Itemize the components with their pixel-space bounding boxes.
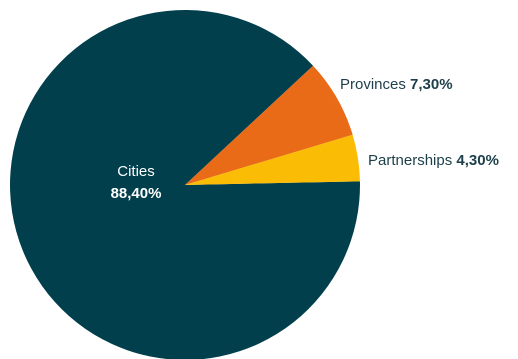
pie-slice-provinces [185,65,353,185]
slice-label-cities-value: 88,40% [111,185,162,202]
slice-label-partnerships-name: Partnerships [368,152,456,169]
slice-label-partnerships: Partnerships 4,30% [368,152,499,169]
pie-slices [10,10,360,359]
pie-slice-partnerships [185,134,360,185]
slice-label-provinces-name: Provinces [340,76,410,93]
slice-label-provinces: Provinces 7,30% [340,76,453,93]
slice-label-cities-name: Cities [117,163,155,180]
pie-labels: Cities 88,40% Provinces 7,30% Partnerships … [111,76,499,202]
slice-label-provinces-value: 7,30% [410,76,453,93]
slice-label-partnerships-value: 4,30% [456,152,499,169]
pie-slice-cities [10,10,360,359]
